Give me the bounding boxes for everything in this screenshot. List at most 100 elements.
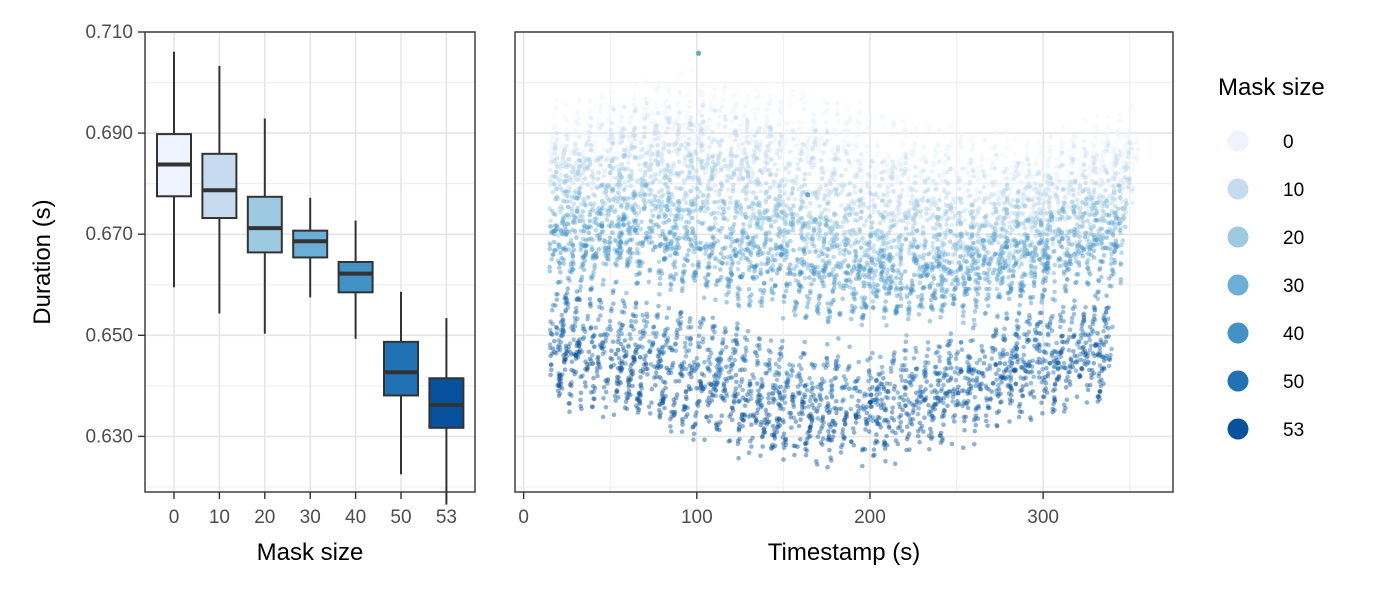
point bbox=[820, 165, 825, 171]
point bbox=[1097, 166, 1103, 172]
point bbox=[1105, 136, 1111, 141]
point bbox=[1125, 134, 1130, 140]
point bbox=[902, 129, 907, 134]
point bbox=[1110, 233, 1116, 238]
point bbox=[916, 204, 922, 209]
point bbox=[1121, 175, 1127, 180]
point bbox=[604, 118, 609, 123]
point bbox=[711, 210, 717, 216]
point bbox=[976, 196, 982, 201]
point bbox=[899, 272, 904, 277]
point bbox=[578, 241, 583, 246]
point bbox=[1039, 300, 1044, 305]
point bbox=[989, 192, 994, 197]
point bbox=[765, 144, 770, 149]
point bbox=[667, 168, 672, 174]
point bbox=[949, 281, 955, 287]
point bbox=[857, 99, 863, 104]
point bbox=[1094, 217, 1100, 223]
point bbox=[1027, 184, 1033, 190]
point bbox=[671, 163, 676, 169]
point bbox=[806, 128, 812, 134]
point bbox=[840, 187, 846, 192]
point bbox=[1125, 165, 1130, 171]
point bbox=[1046, 144, 1052, 150]
point bbox=[1125, 134, 1130, 140]
point bbox=[764, 107, 769, 112]
point bbox=[1117, 195, 1123, 201]
point bbox=[923, 159, 929, 165]
point bbox=[642, 169, 648, 175]
point bbox=[905, 176, 911, 182]
point bbox=[1043, 177, 1048, 183]
point bbox=[899, 164, 905, 170]
point bbox=[1123, 168, 1128, 174]
point bbox=[561, 198, 566, 204]
point bbox=[814, 161, 819, 166]
point bbox=[897, 218, 903, 223]
point bbox=[551, 115, 557, 120]
point bbox=[728, 236, 734, 241]
point bbox=[650, 213, 656, 219]
point bbox=[1081, 162, 1087, 168]
point bbox=[601, 155, 607, 160]
point bbox=[911, 202, 917, 207]
point bbox=[608, 112, 613, 117]
point bbox=[599, 205, 605, 211]
point bbox=[837, 165, 843, 171]
point bbox=[549, 208, 555, 214]
point bbox=[630, 144, 635, 150]
point bbox=[751, 156, 757, 161]
point bbox=[857, 204, 862, 209]
point bbox=[588, 115, 594, 121]
point bbox=[677, 146, 682, 152]
point bbox=[953, 169, 958, 174]
point bbox=[698, 109, 703, 115]
point bbox=[860, 159, 866, 164]
point bbox=[932, 154, 938, 160]
point bbox=[899, 246, 904, 252]
point bbox=[690, 262, 695, 268]
point bbox=[549, 140, 554, 145]
point bbox=[1082, 210, 1088, 216]
point bbox=[889, 167, 894, 172]
point bbox=[700, 89, 706, 95]
point bbox=[685, 93, 690, 98]
point bbox=[609, 105, 615, 110]
point bbox=[897, 160, 902, 166]
point bbox=[675, 132, 680, 138]
point bbox=[925, 187, 931, 193]
point bbox=[1075, 204, 1080, 210]
point bbox=[629, 168, 634, 174]
point bbox=[1107, 177, 1113, 183]
point bbox=[940, 178, 946, 184]
point bbox=[753, 96, 759, 101]
point bbox=[1006, 214, 1012, 220]
point bbox=[824, 100, 829, 106]
point bbox=[1072, 204, 1077, 209]
point bbox=[1134, 157, 1139, 162]
point bbox=[1057, 263, 1063, 269]
point bbox=[691, 249, 697, 255]
point bbox=[783, 142, 788, 147]
point bbox=[1012, 159, 1017, 164]
point bbox=[701, 148, 707, 153]
point bbox=[631, 128, 637, 133]
point bbox=[787, 162, 793, 168]
point bbox=[955, 156, 961, 162]
point bbox=[848, 316, 854, 322]
point bbox=[879, 235, 885, 240]
point bbox=[1102, 149, 1107, 155]
point bbox=[712, 183, 718, 188]
point bbox=[915, 204, 921, 210]
point bbox=[768, 132, 773, 138]
point bbox=[776, 198, 781, 203]
point bbox=[572, 134, 578, 139]
point bbox=[576, 190, 582, 196]
point bbox=[980, 169, 986, 174]
point bbox=[995, 216, 1000, 222]
point bbox=[1008, 184, 1013, 190]
point bbox=[754, 130, 760, 135]
point bbox=[661, 111, 666, 117]
point bbox=[1008, 177, 1014, 182]
